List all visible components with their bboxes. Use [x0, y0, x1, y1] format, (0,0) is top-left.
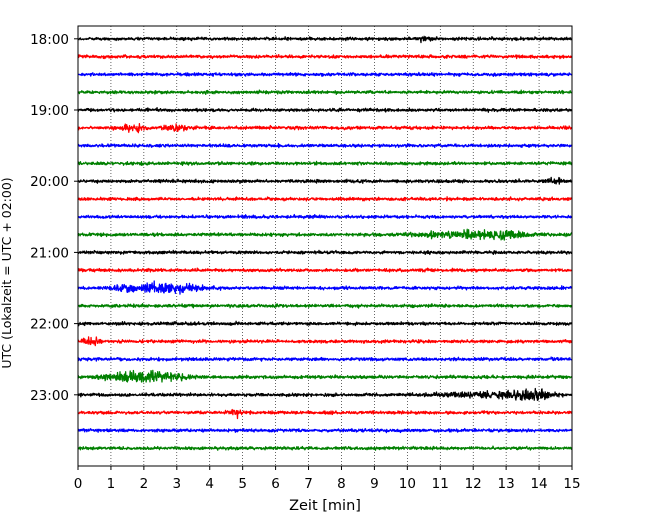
trace-1915: [77, 123, 573, 134]
x-tick-label: 9: [370, 476, 379, 492]
trace-2200: [77, 320, 573, 327]
x-axis-ticks: 0 1 2 3 4 5 6 7 8 9 10 11 12 13 14 15: [74, 466, 581, 492]
trace-2100: [77, 249, 573, 256]
trace-1845: [77, 89, 573, 96]
trace-1900: [77, 107, 573, 113]
trace-2345: [77, 445, 573, 451]
trace-2215: [77, 336, 573, 347]
y-tick-label: 22:00: [30, 317, 69, 333]
x-tick-label: 5: [238, 476, 247, 492]
x-tick-label: 14: [530, 476, 547, 492]
trace-2130: [77, 280, 573, 295]
y-tick-label: 23:00: [30, 388, 69, 404]
x-tick-label: 15: [563, 476, 580, 492]
x-axis-title: Zeit [min]: [289, 498, 361, 514]
x-tick-label: 7: [304, 476, 313, 492]
trace-2300: [77, 387, 573, 401]
x-tick-label: 6: [271, 476, 280, 492]
y-axis-ticks: 18:00 19:00 20:00 21:00 22:00 23:00: [30, 32, 78, 404]
plot-frame: [77, 25, 573, 467]
trace-1815: [77, 54, 573, 60]
trace-2000: [77, 176, 573, 185]
x-tick-label: 8: [337, 476, 346, 492]
y-tick-label: 20:00: [30, 174, 69, 190]
x-tick-label: 1: [107, 476, 116, 492]
trace-2245: [77, 369, 573, 383]
trace-1800: [77, 35, 573, 44]
trace-2230: [77, 356, 573, 362]
x-tick-label: 0: [74, 476, 83, 492]
trace-2115: [77, 267, 573, 273]
x-tick-label: 3: [173, 476, 182, 492]
trace-2015: [77, 196, 573, 202]
x-tick-label: 11: [432, 476, 449, 492]
trace-2330: [77, 427, 573, 434]
trace-2030: [77, 213, 573, 220]
y-tick-label: 18:00: [30, 32, 69, 48]
y-axis-title: UTC (Lokalzeit = UTC + 02:00): [0, 177, 14, 368]
trace-1830: [77, 71, 573, 78]
x-tick-label: 10: [399, 476, 416, 492]
trace-2045: [77, 228, 573, 241]
trace-1930: [77, 142, 573, 149]
x-tick-label: 4: [205, 476, 214, 492]
x-tick-label: 2: [140, 476, 149, 492]
x-tick-label: 13: [498, 476, 515, 492]
y-tick-label: 21:00: [30, 245, 69, 261]
trace-1945: [77, 160, 573, 167]
trace-2315: [77, 408, 573, 420]
y-tick-label: 19:00: [30, 103, 69, 119]
x-tick-label: 12: [465, 476, 482, 492]
trace-2145: [77, 303, 573, 309]
seismogram-traces: [77, 35, 573, 451]
